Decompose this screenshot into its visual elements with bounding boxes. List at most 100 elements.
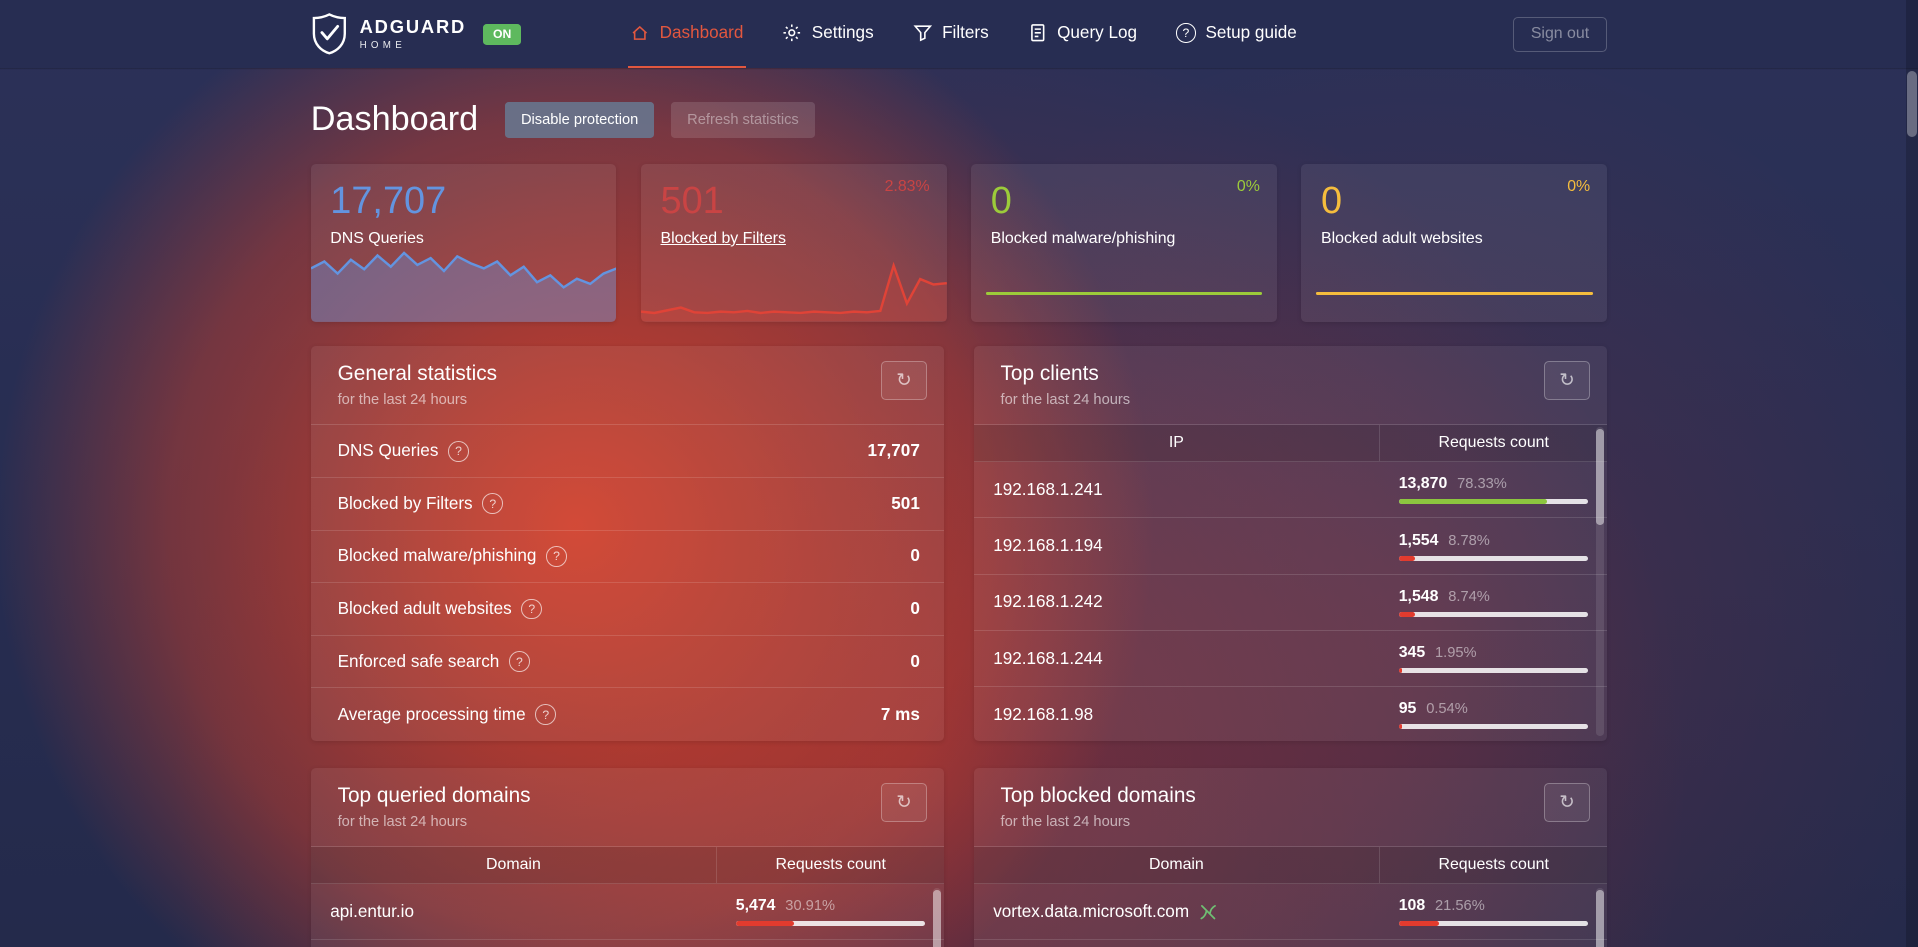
top-queried-domains-panel: Top queried domains for the last 24 hour…: [310, 767, 945, 947]
adguard-logo-icon: [312, 13, 346, 55]
help-icon[interactable]: ?: [509, 651, 530, 673]
stat-label: Blocked malware/phishing: [337, 546, 537, 566]
top-blocked-domains-panel: Top blocked domains for the last 24 hour…: [973, 767, 1608, 947]
request-percent: 21.56%: [1435, 898, 1485, 915]
panel-title: General statistics: [337, 361, 497, 385]
client-row: 192.168.1.244 345 1.95%: [973, 631, 1608, 688]
scrollbar-thumb[interactable]: [1906, 70, 1917, 137]
column-domain: Domain: [486, 856, 541, 874]
panel-title: Top queried domains: [337, 783, 531, 807]
nav-filters[interactable]: Filters: [910, 0, 991, 68]
stat-cards: 17,707 DNS Queries 2.83% 501 Blocked by …: [310, 163, 1608, 322]
table-header: Domain Requests count: [310, 847, 945, 885]
top-clients-panel: Top clients for the last 24 hours ↻ IP R…: [973, 345, 1608, 742]
column-requests-count: Requests count: [1379, 847, 1607, 884]
domain-name[interactable]: vortex.data.microsoft.com: [974, 902, 1380, 922]
flat-trend-line: [985, 292, 1263, 295]
stat-label: DNS Queries: [337, 441, 439, 461]
progress-bar: [1398, 555, 1588, 561]
help-icon[interactable]: ?: [482, 493, 504, 515]
stat-row: DNS Queries? 17,707: [310, 425, 945, 479]
card-percent: 2.83%: [884, 178, 930, 196]
card-blocked-filters: 2.83% 501 Blocked by Filters: [640, 163, 947, 322]
panel-scrollbar: [933, 887, 941, 947]
flat-trend-line: [1316, 292, 1593, 295]
help-icon[interactable]: ?: [546, 546, 567, 567]
progress-bar: [735, 921, 925, 927]
card-label: Blocked malware/phishing: [990, 229, 1176, 247]
protection-on-badge: ON: [483, 23, 522, 45]
client-ip[interactable]: 192.168.1.194: [993, 536, 1103, 556]
page-scrollbar: [1905, 0, 1918, 947]
gear-icon: [783, 24, 801, 42]
request-count: 1,554: [1398, 531, 1439, 549]
refresh-button[interactable]: ↻: [880, 360, 928, 400]
card-value: 0: [990, 179, 1012, 222]
client-ip[interactable]: 192.168.1.242: [993, 592, 1103, 612]
scrollbar-thumb[interactable]: [1596, 890, 1604, 947]
blocked-by-filters-link[interactable]: Blocked by Filters: [660, 229, 786, 247]
refresh-button[interactable]: ↻: [1543, 782, 1591, 822]
general-statistics-panel: General statistics for the last 24 hours…: [310, 345, 945, 742]
help-icon[interactable]: ?: [535, 704, 557, 726]
request-percent: 0.54%: [1426, 701, 1468, 718]
help-icon[interactable]: ?: [521, 598, 543, 620]
stat-value: 0: [910, 546, 920, 566]
request-count: 108: [1398, 897, 1426, 915]
dns-queries-sparkline: [310, 246, 617, 322]
request-percent: 8.74%: [1448, 588, 1490, 605]
document-icon: [1030, 24, 1045, 42]
request-count: 95: [1398, 700, 1417, 718]
nav-dashboard[interactable]: Dashboard: [627, 0, 746, 69]
home-icon: [632, 26, 648, 41]
refresh-button[interactable]: ↻: [880, 782, 928, 822]
stat-label: Blocked by Filters: [337, 493, 473, 513]
brand[interactable]: ADGUARD HOME ON: [311, 13, 522, 55]
stat-row: Blocked adult websites? 0: [310, 583, 945, 636]
stat-value: 501: [891, 493, 920, 513]
brand-sub: HOME: [359, 39, 407, 51]
stat-value: 17,707: [867, 441, 920, 461]
domain-name[interactable]: api.entur.io: [330, 901, 414, 921]
nav-settings[interactable]: Settings: [780, 0, 876, 68]
stat-label: Blocked adult websites: [337, 599, 512, 619]
card-label: Blocked adult websites: [1321, 229, 1483, 247]
request-percent: 1.95%: [1435, 645, 1477, 662]
domain-row: vortex.data.microsoft.com 108 21.56%: [973, 884, 1608, 941]
disable-protection-button[interactable]: Disable protection: [505, 102, 655, 138]
client-ip[interactable]: 192.168.1.98: [993, 704, 1094, 724]
sign-out-button[interactable]: Sign out: [1512, 16, 1608, 52]
page-header: Dashboard Disable protection Refresh sta…: [311, 68, 1608, 139]
panel-title: Top blocked domains: [1000, 783, 1196, 807]
stat-row: Enforced safe search? 0: [310, 636, 945, 689]
client-ip[interactable]: 192.168.1.241: [993, 479, 1103, 499]
stat-row: Blocked malware/phishing? 0: [310, 531, 945, 584]
card-value: 17,707: [330, 179, 447, 222]
unblock-icon[interactable]: [1199, 903, 1217, 921]
nav-query-log[interactable]: Query Log: [1025, 0, 1139, 68]
table-header: Domain Requests count: [973, 847, 1608, 885]
help-icon[interactable]: ?: [448, 440, 469, 462]
scrollbar-thumb[interactable]: [933, 890, 941, 947]
funnel-icon: [913, 25, 932, 42]
request-percent: 30.91%: [785, 898, 836, 915]
progress-bar: [1398, 668, 1588, 674]
panel-subtitle: for the last 24 hours: [337, 813, 468, 830]
panel-subtitle: for the last 24 hours: [1000, 813, 1131, 830]
client-ip[interactable]: 192.168.1.244: [993, 648, 1103, 668]
blocked-filters-sparkline: [640, 260, 947, 322]
card-blocked-adult: 0% 0 Blocked adult websites: [1301, 163, 1608, 322]
client-row: 192.168.1.241 13,870 78.33%: [973, 462, 1608, 519]
panel-subtitle: for the last 24 hours: [1000, 391, 1131, 408]
scrollbar-thumb[interactable]: [1596, 429, 1604, 525]
card-blocked-malware: 0% 0 Blocked malware/phishing: [971, 163, 1277, 322]
client-row: 192.168.1.194 1,554 8.78%: [973, 518, 1608, 575]
nav-setup-guide[interactable]: ? Setup guide: [1174, 0, 1300, 68]
question-icon: ?: [1176, 23, 1196, 44]
column-ip: IP: [1168, 434, 1184, 452]
refresh-button[interactable]: ↻: [1543, 360, 1591, 400]
request-count: 1,548: [1398, 587, 1439, 605]
refresh-statistics-button[interactable]: Refresh statistics: [671, 102, 815, 138]
navbar: ADGUARD HOME ON Dashboard Se: [0, 0, 1918, 69]
client-row: 192.168.1.242 1,548 8.74%: [973, 575, 1608, 631]
